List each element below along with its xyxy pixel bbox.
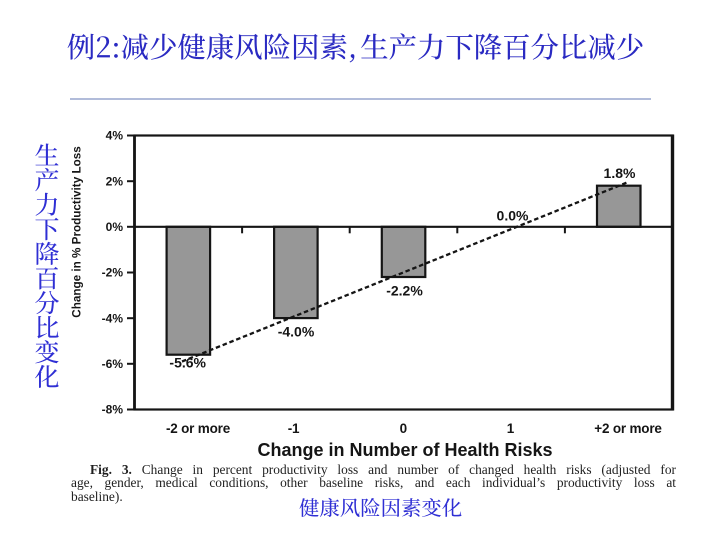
svg-text:2%: 2% <box>106 174 124 188</box>
svg-text:-5.6%: -5.6% <box>169 355 206 371</box>
svg-text:0%: 0% <box>106 220 124 234</box>
svg-text:+2 or more: +2 or more <box>594 421 662 436</box>
svg-text:-6%: -6% <box>102 357 124 371</box>
svg-text:-2%: -2% <box>102 266 124 280</box>
svg-text:-4.0%: -4.0% <box>278 324 315 340</box>
svg-text:-8%: -8% <box>102 403 124 417</box>
svg-text:-1: -1 <box>288 421 300 436</box>
svg-text:-4%: -4% <box>102 311 124 325</box>
svg-text:-2.2%: -2.2% <box>386 283 423 299</box>
svg-text:0: 0 <box>400 421 407 436</box>
svg-text:Change in % Productivity Loss: Change in % Productivity Loss <box>71 146 84 318</box>
svg-text:-2 or more: -2 or more <box>166 421 231 436</box>
svg-text:4%: 4% <box>106 129 124 143</box>
svg-text:Change in Number of Health Ris: Change in Number of Health Risks <box>257 440 552 460</box>
svg-text:0.0%: 0.0% <box>497 208 529 224</box>
svg-text:1.8%: 1.8% <box>604 165 636 181</box>
svg-text:1: 1 <box>507 421 515 436</box>
